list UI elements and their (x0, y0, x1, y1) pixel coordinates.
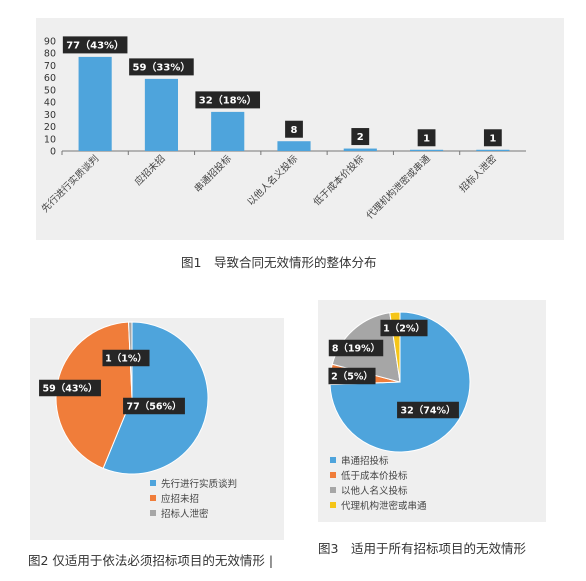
bar (343, 148, 377, 151)
bar-data-label: 32（18%） (199, 93, 257, 106)
legend-item: 代理机构泄密或串通 (330, 497, 427, 512)
pie-data-label-group: 59（43%） (39, 379, 101, 397)
pie-chart-2: 77（56%） 59（43%） 1（1%） (39, 321, 209, 475)
legend-swatch (330, 471, 336, 478)
legend-label: 代理机构泄密或串通 (341, 500, 427, 512)
bar (211, 111, 245, 151)
legend-item: 招标人泄密 (150, 505, 237, 520)
legend-swatch (330, 456, 336, 463)
legend-item: 应招未招 (150, 490, 237, 505)
pie-data-label: 32（74%） (401, 404, 456, 416)
pie-data-label: 59（43%） (43, 382, 98, 394)
pie-3-legend: 串通招投标低于成本价投标 以他人名义投标代理机构泄密或串通 (330, 452, 427, 512)
pie-2-legend: 先行进行实质谈判 应招未招招标人泄密 (150, 475, 237, 520)
bar (277, 141, 311, 151)
bar-data-label-group: 1 (483, 129, 502, 147)
pie-data-label-box (328, 339, 384, 357)
bar-data-label-box (351, 128, 370, 146)
figure-1-caption: 图1 导致合同无效情形的整体分布 (181, 255, 377, 270)
bar-data-label-group: 32（18%） (195, 91, 261, 109)
legend-label: 招标人泄密 (161, 508, 209, 520)
bar-data-label-group: 77（43%） (62, 36, 128, 54)
legend-swatch (150, 479, 156, 486)
legend-item: 串通招投标 (330, 452, 427, 467)
bar-data-label-group: 1 (417, 129, 436, 147)
pie-data-label-group: 8（19%） (328, 339, 384, 357)
y-tick-label: 70 (44, 61, 56, 72)
bar-data-label-box (62, 36, 128, 54)
legend-swatch (150, 509, 156, 516)
x-tick-label: 先行进行实质谈判 (39, 153, 101, 215)
pie-data-label-box (380, 319, 428, 337)
bar-data-label-box (195, 91, 261, 109)
bar-data-label-group: 8 (285, 120, 303, 138)
x-tick-label: 应招未招 (132, 153, 167, 188)
pie-chart-2-panel: 77（56%） 59（43%） 1（1%） (30, 318, 284, 540)
bar-data-label-box (417, 129, 436, 147)
y-tick-label: 10 (44, 134, 56, 145)
y-tick-label: 50 (44, 85, 56, 96)
pie-data-label: 8（19%） (332, 342, 380, 354)
legend-label: 以他人名义投标 (341, 485, 408, 497)
bar (144, 78, 178, 151)
x-tick-label: 代理机构泄密或串通 (364, 152, 433, 221)
pie-data-label-group: 77（56%） (123, 397, 185, 415)
bar-data-label: 1 (489, 133, 496, 144)
pie-data-label: 2（5%） (331, 370, 373, 382)
bar-data-label-group: 2 (351, 128, 370, 146)
figure-2-caption: 图2 仅适用于依法必须招标项目的无效情形 | (28, 553, 274, 568)
y-tick-label: 40 (44, 98, 56, 109)
x-tick-label: 以他人名义投标 (245, 152, 301, 208)
pie-chart-3-panel: 32（74%） 2（5%） 8（19%） 1（2%） (318, 300, 546, 522)
bar-data-label-group: 59（33%） (129, 58, 194, 76)
y-tick-label: 0 (50, 147, 56, 158)
bar-data-label: 59（33%） (132, 60, 190, 73)
bar (78, 56, 112, 152)
pie-data-label: 77（56%） (127, 400, 182, 412)
pie-data-label-box (397, 401, 459, 419)
figure-3-caption: 图3 适用于所有招标项目的无效情形 (318, 541, 526, 556)
pie-data-label-box (123, 397, 185, 415)
bar-data-label: 1 (423, 133, 430, 144)
pie-data-label: 1（2%） (383, 322, 425, 334)
pie-data-label-group: 1（1%） (102, 349, 150, 367)
y-tick-label: 60 (44, 73, 56, 84)
pie-data-label-group: 1（2%） (380, 319, 428, 337)
pie-data-label-group: 2（5%） (328, 367, 376, 385)
legend-label: 串通招投标 (341, 455, 389, 467)
legend-item: 以他人名义投标 (330, 482, 427, 497)
x-tick-label: 低于成本价投标 (311, 152, 367, 208)
x-tick-label: 招标人泄密 (457, 152, 499, 194)
bar-chart-panel: 0 10 20 30 40 50 60 70 80 90 77（43%） 先行进行实质谈判 59（33%… (36, 18, 564, 240)
pie-data-label: 1（1%） (105, 352, 147, 364)
pie-data-label-box (102, 349, 150, 367)
legend-item: 低于成本价投标 (330, 467, 427, 482)
y-tick-label: 80 (44, 49, 56, 60)
y-tick-label: 30 (44, 110, 56, 121)
bar-data-label-box (483, 129, 502, 147)
pie-data-label-box (39, 379, 101, 397)
legend-label: 应招未招 (161, 493, 200, 505)
legend-swatch (330, 486, 336, 493)
y-tick-label: 90 (44, 37, 56, 48)
legend-swatch (150, 494, 156, 501)
legend-swatch (330, 501, 336, 508)
legend-label: 先行进行实质谈判 (161, 478, 238, 490)
legend-item: 先行进行实质谈判 (150, 475, 237, 490)
bar-data-label-box (285, 120, 303, 138)
bar-data-label: 77（43%） (66, 38, 124, 51)
bar (410, 149, 444, 151)
bar-data-label-box (129, 58, 194, 76)
x-tick-label: 串通招投标 (192, 152, 234, 194)
y-tick-label: 20 (44, 122, 56, 133)
pie-data-label-box (328, 367, 376, 385)
pie-data-label-group: 32（74%） (397, 401, 459, 419)
legend-label: 低于成本价投标 (341, 470, 408, 482)
bar-data-label: 2 (357, 132, 364, 143)
bar (476, 149, 510, 151)
pie-chart-3: 32（74%） 2（5%） 8（19%）1（2%） (328, 311, 471, 453)
bar-data-label: 8 (291, 125, 298, 136)
